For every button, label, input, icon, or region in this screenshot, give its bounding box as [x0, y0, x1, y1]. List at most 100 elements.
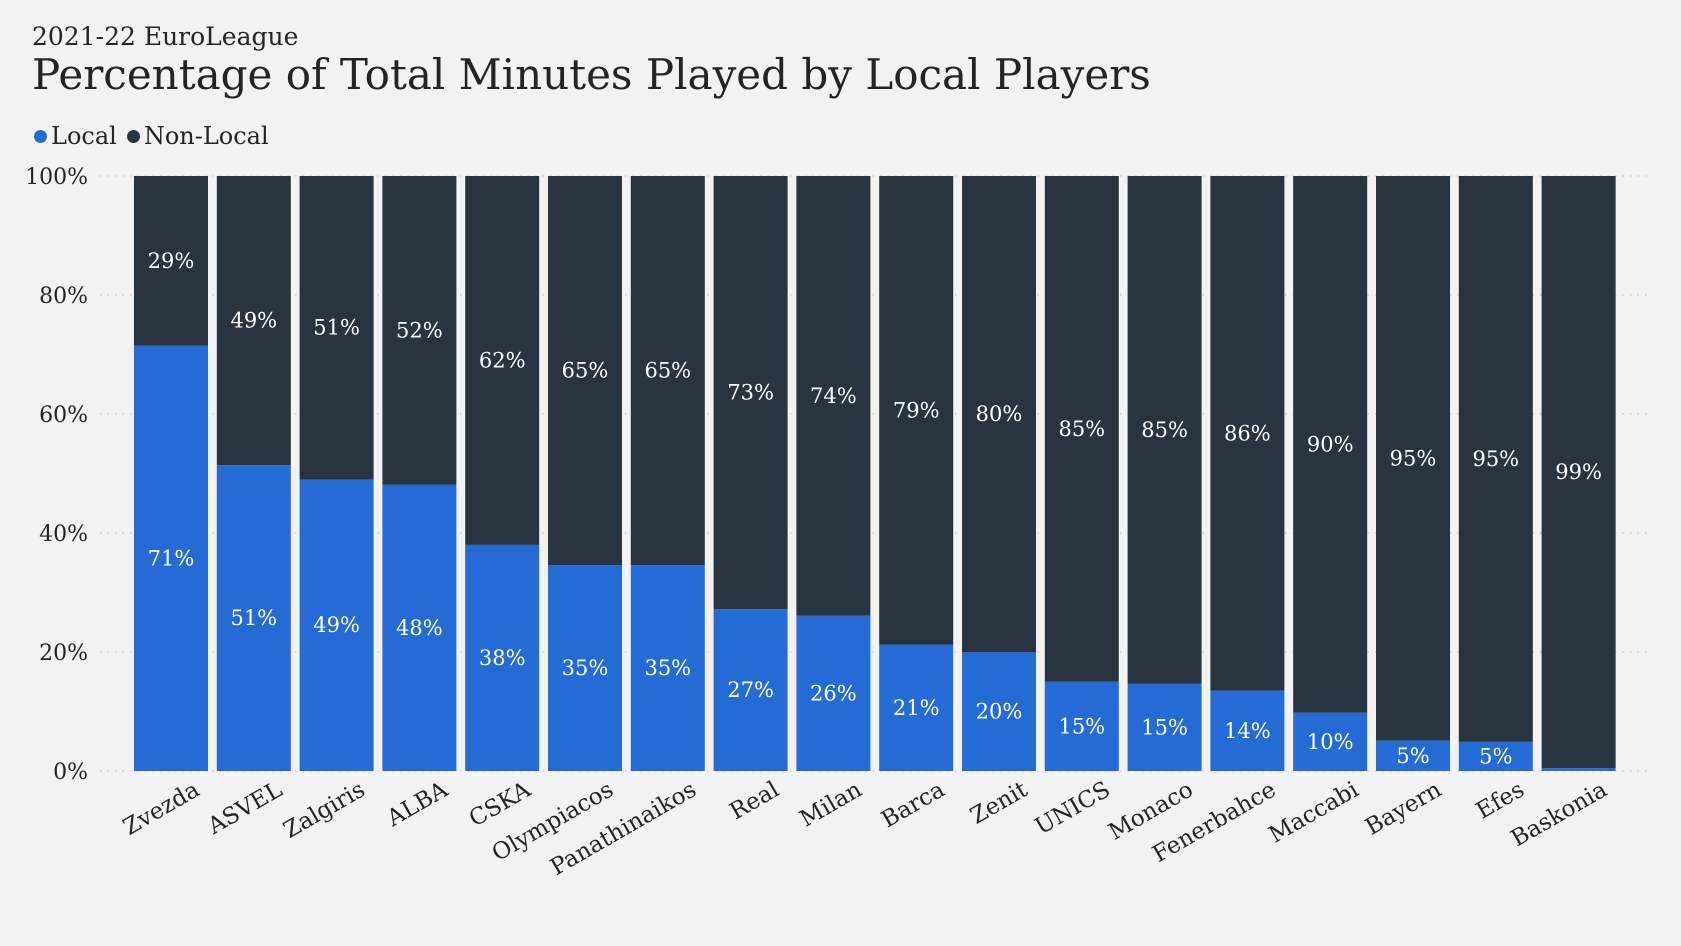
bar-non-local — [465, 176, 540, 545]
data-label: 51% — [230, 606, 277, 630]
bar-local — [1541, 768, 1616, 771]
data-label: 35% — [644, 656, 691, 680]
data-label: 21% — [893, 696, 940, 720]
chart-subtitle: 2021-22 EuroLeague — [32, 22, 299, 51]
data-label: 86% — [1224, 421, 1271, 445]
data-label: 95% — [1390, 446, 1437, 470]
x-tick-label: Bayern — [1361, 777, 1446, 841]
y-tick-label: 80% — [39, 284, 88, 309]
bar-local — [548, 565, 622, 771]
x-tick-label: Zenit — [966, 776, 1032, 829]
data-label: 51% — [313, 316, 360, 340]
bar-local — [1458, 741, 1533, 771]
data-label: 15% — [1058, 714, 1105, 738]
bar-non-local — [1293, 176, 1368, 713]
y-tick-label: 0% — [53, 760, 88, 785]
data-label: 48% — [396, 616, 443, 640]
legend-dot-non-local — [126, 129, 140, 143]
data-label: 26% — [810, 681, 857, 705]
bar-non-local — [630, 176, 705, 566]
data-label: 52% — [396, 318, 443, 342]
bar-local — [630, 565, 705, 771]
data-label: 73% — [727, 381, 774, 405]
y-tick-label: 20% — [39, 641, 88, 666]
data-label: 65% — [644, 359, 691, 383]
data-label: 74% — [810, 384, 857, 408]
bar-local — [1376, 740, 1450, 771]
bar-non-local — [1458, 176, 1533, 742]
bar-non-local — [299, 176, 374, 480]
bar-local — [1127, 683, 1202, 771]
data-label: 14% — [1224, 719, 1271, 743]
x-tick-label: Zalgiris — [279, 777, 369, 844]
data-label: 35% — [562, 656, 609, 680]
legend-item-non-local[interactable]: Non-Local — [126, 122, 269, 150]
x-tick-label: Milan — [796, 777, 867, 833]
bar-non-local — [1376, 176, 1450, 741]
x-tick-label: Baskonia — [1507, 777, 1612, 853]
x-tick-label: ALBA — [382, 776, 453, 832]
bar-non-local — [796, 176, 871, 616]
x-tick-label: Panathinaikos — [546, 777, 701, 881]
bar-local — [796, 615, 871, 771]
bar-local — [465, 544, 540, 771]
data-label: 80% — [976, 402, 1023, 426]
bar-local — [216, 465, 291, 771]
legend-label-local: Local — [51, 122, 117, 150]
bar-local — [1210, 690, 1285, 771]
x-tick-label: Efes — [1472, 777, 1529, 825]
y-tick-label: 60% — [39, 403, 88, 428]
bar-local — [382, 484, 457, 771]
bar-non-local — [1210, 176, 1285, 691]
legend-dot-local — [34, 129, 47, 143]
data-label: 85% — [1141, 418, 1188, 442]
data-label: 99% — [1555, 460, 1602, 484]
data-label: 5% — [1396, 744, 1429, 768]
bar-non-local — [1127, 176, 1202, 684]
data-label: 79% — [893, 398, 940, 422]
bar-non-local — [548, 176, 622, 566]
data-label: 49% — [313, 613, 360, 637]
bar-local — [299, 479, 374, 771]
bar-non-local — [134, 176, 208, 346]
data-label: 49% — [230, 309, 277, 333]
bar-local — [713, 609, 788, 771]
bar-local — [134, 345, 208, 771]
data-label: 27% — [727, 678, 774, 702]
data-label: 62% — [479, 348, 526, 372]
bar-non-local — [879, 176, 954, 645]
legend-label-non-local: Non-Local — [143, 122, 269, 150]
data-label: 90% — [1307, 432, 1354, 456]
data-label: 85% — [1058, 417, 1105, 441]
y-tick-label: 100% — [25, 165, 88, 190]
legend: Local Non-Local — [34, 122, 279, 150]
x-tick-label: ASVEL — [203, 777, 287, 841]
bar-local — [1293, 712, 1368, 771]
x-tick-label: Maccabi — [1265, 777, 1364, 849]
bar-non-local — [962, 176, 1036, 652]
data-label: 38% — [479, 646, 526, 670]
bar-non-local — [216, 176, 291, 466]
data-label: 71% — [148, 546, 195, 570]
data-label: 95% — [1472, 447, 1519, 471]
x-tick-label: Real — [726, 777, 784, 826]
data-label: 20% — [976, 700, 1023, 724]
x-tick-label: Zvezda — [119, 777, 204, 841]
bar-non-local — [382, 176, 457, 485]
bar-non-local — [1044, 176, 1119, 682]
x-tick-label: UNICS — [1031, 777, 1115, 840]
data-label: 10% — [1307, 730, 1354, 754]
chart-title: Percentage of Total Minutes Played by Lo… — [32, 50, 1151, 99]
y-tick-label: 40% — [39, 522, 88, 547]
data-label: 5% — [1479, 744, 1512, 768]
bar-local — [962, 652, 1036, 771]
data-label: 29% — [148, 249, 195, 273]
x-tick-label: Barca — [877, 777, 949, 834]
bar-non-local — [713, 176, 788, 610]
bar-local — [879, 644, 954, 771]
bar-non-local — [1541, 176, 1616, 769]
bar-local — [1044, 681, 1119, 771]
legend-item-local[interactable]: Local — [34, 122, 117, 150]
